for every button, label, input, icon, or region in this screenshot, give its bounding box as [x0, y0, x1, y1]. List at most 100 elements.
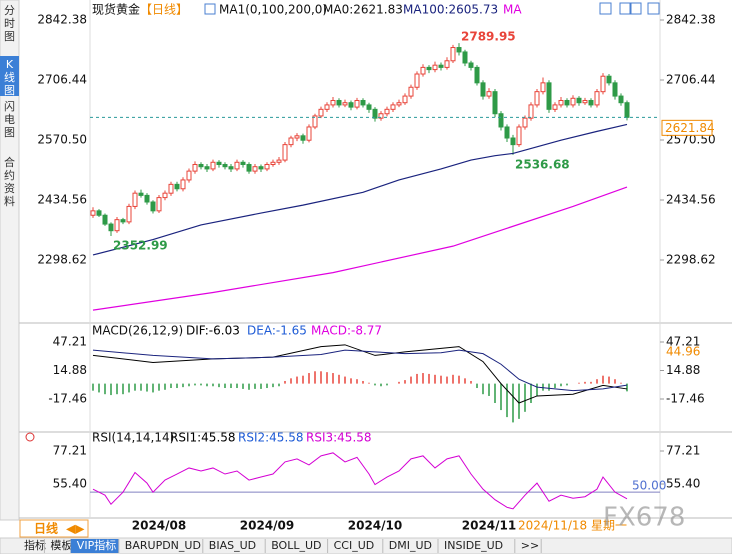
x-tick-label: 2024/08 [132, 519, 186, 533]
bottom-tab[interactable]: BOLL_UD [271, 539, 321, 552]
candle-body [552, 104, 558, 110]
legend-entry: RSI1:45.58 [170, 431, 236, 445]
y-tick-label: 77.21 [53, 443, 87, 457]
candle-body [558, 99, 564, 106]
side-tab[interactable]: 分时图 [4, 4, 15, 43]
candle-body [120, 219, 126, 223]
candle-body [216, 161, 222, 165]
watermark: FX678 [603, 503, 685, 533]
legend-entry: MA [503, 3, 522, 17]
rsi-title: RSI(14,14,14) [92, 431, 174, 445]
candle-body [192, 163, 198, 172]
candle-body [240, 161, 246, 165]
bottom-tab[interactable]: INSIDE_UD [444, 539, 503, 552]
x-tick-label: 2024/09 [240, 519, 294, 533]
candle-body [198, 163, 204, 168]
icon[interactable] [204, 3, 216, 15]
candle-body [618, 95, 624, 104]
side-tab[interactable]: 闪电图 [4, 99, 15, 139]
candle-body [366, 104, 372, 110]
candle-body [534, 91, 540, 106]
annotation: 2789.95 [461, 30, 516, 44]
candle-body [324, 104, 330, 110]
icon[interactable] [599, 2, 612, 15]
line [92, 186, 628, 311]
icon[interactable] [619, 2, 632, 15]
candle-body [516, 126, 522, 146]
bottom-tab[interactable]: DMI_UD [389, 539, 432, 552]
y-tick-label: 2842.38 [666, 13, 716, 27]
candle-body [138, 192, 144, 196]
tab-bg [70, 539, 119, 553]
y-tick-label: 2842.38 [37, 13, 87, 27]
side-tab[interactable]: K 线图 [4, 58, 15, 97]
candle-body [600, 75, 606, 93]
candle-body [444, 60, 450, 68]
bottom-tab[interactable]: VIP指标 [77, 538, 116, 552]
candle-body [582, 99, 588, 104]
candle-body [396, 102, 402, 106]
candle-body [498, 113, 504, 128]
icon[interactable] [647, 2, 660, 15]
line [92, 349, 628, 392]
candle-body [606, 75, 612, 84]
bottom-tab[interactable]: BIAS_UD [209, 539, 256, 552]
period-tab[interactable] [19, 519, 89, 538]
candle-body [384, 108, 390, 115]
y-tick-label: 77.21 [666, 443, 700, 457]
candle-body [90, 210, 96, 216]
candle-body [162, 192, 168, 199]
price-box [661, 119, 713, 136]
candle-body [204, 166, 210, 170]
price-label: 2621.84 [665, 121, 715, 135]
bottom-tab[interactable]: >> [521, 539, 539, 552]
y-tick-label: -17.46 [666, 392, 705, 406]
candle-body [570, 97, 576, 106]
candle-body [144, 194, 150, 203]
bottom-tab[interactable]: CCI_UD [334, 539, 375, 552]
line [92, 452, 628, 510]
candle-body [486, 91, 492, 97]
y-tick-label: 2434.56 [37, 192, 87, 206]
line [92, 123, 628, 256]
candle-body [222, 163, 228, 168]
candle-body [576, 97, 582, 104]
annotation: 2536.68 [515, 157, 570, 171]
legend-entry: RSI3:45.58 [306, 431, 372, 445]
y-tick-label: 55.40 [53, 476, 87, 490]
candle-body [360, 99, 366, 106]
period: 【日线】 [140, 3, 188, 17]
candle-body [402, 95, 408, 104]
candle-body [96, 210, 102, 216]
candle-body [108, 223, 114, 232]
candle-body [102, 214, 108, 225]
candle-body [468, 62, 474, 68]
candle-body [168, 183, 174, 194]
candle-body [408, 86, 414, 97]
macd-title: MACD(26,12,9) [92, 324, 183, 338]
candle-body [378, 113, 384, 119]
candle-body [426, 66, 432, 71]
candle-body [540, 82, 546, 93]
date: 2024/11/18 星期一 [518, 519, 627, 533]
candle-body [180, 179, 186, 190]
bottom-tab[interactable]: BARUPDN_UD [125, 539, 201, 552]
candle-body [276, 159, 282, 163]
bottom-tab[interactable]: 指标 [24, 538, 46, 552]
icon[interactable] [629, 2, 642, 15]
period-tab-label[interactable]: 日线 [34, 521, 58, 536]
side-tab-bg [0, 56, 19, 96]
arrow[interactable]: ◀▶ [66, 522, 85, 536]
candle-body [624, 102, 630, 118]
legend-entry: RSI2:45.58 [238, 431, 304, 445]
bottom-tab[interactable]: 模板 [50, 538, 72, 552]
candle-body [132, 192, 138, 207]
candle-body [330, 99, 336, 106]
rsi-icon[interactable] [25, 432, 35, 442]
side-tab[interactable]: 合约资料 [4, 155, 15, 208]
candle-body [336, 99, 342, 106]
candle-body [456, 47, 462, 53]
y-tick-label: 2298.62 [666, 252, 716, 266]
x-tick-label: 2024/11 [462, 519, 516, 533]
